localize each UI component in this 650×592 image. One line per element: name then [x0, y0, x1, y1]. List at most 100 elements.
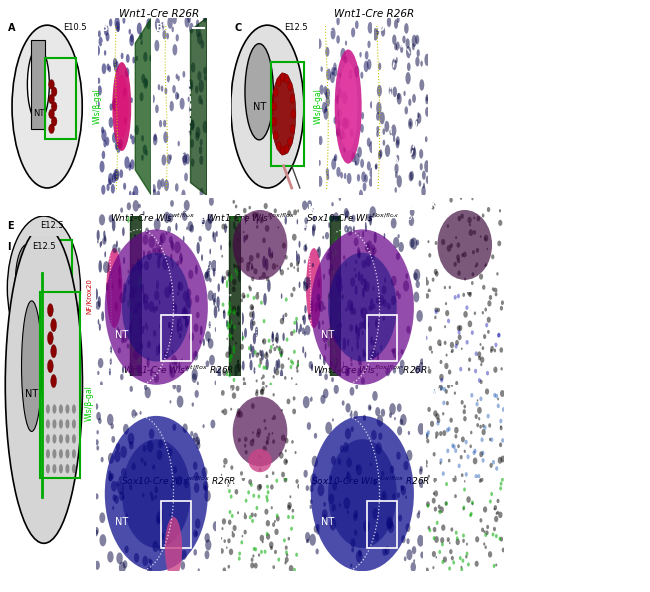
Ellipse shape [306, 248, 322, 328]
Circle shape [236, 411, 240, 417]
Circle shape [250, 344, 252, 352]
Circle shape [454, 494, 457, 498]
Circle shape [170, 101, 174, 111]
Circle shape [340, 230, 341, 236]
Circle shape [200, 326, 203, 336]
Text: C: C [235, 23, 242, 33]
Circle shape [497, 333, 500, 337]
Circle shape [334, 154, 337, 162]
Circle shape [444, 325, 446, 328]
Circle shape [365, 226, 367, 232]
Circle shape [322, 509, 328, 520]
Circle shape [49, 79, 55, 89]
Circle shape [462, 539, 465, 543]
Circle shape [98, 418, 101, 424]
Circle shape [281, 472, 285, 478]
Circle shape [278, 346, 281, 350]
Circle shape [384, 233, 385, 239]
Circle shape [255, 379, 257, 382]
Circle shape [351, 27, 355, 37]
Circle shape [291, 377, 292, 379]
Circle shape [369, 168, 374, 178]
Circle shape [176, 384, 181, 392]
Circle shape [153, 134, 157, 146]
Circle shape [192, 369, 198, 380]
Circle shape [280, 269, 284, 275]
Circle shape [243, 231, 244, 233]
Circle shape [497, 333, 500, 337]
Circle shape [168, 322, 172, 328]
Circle shape [484, 265, 486, 267]
Circle shape [230, 334, 232, 340]
Circle shape [498, 511, 502, 518]
Circle shape [403, 281, 409, 291]
Circle shape [500, 390, 504, 397]
Circle shape [455, 340, 459, 346]
Circle shape [320, 66, 323, 72]
Circle shape [112, 98, 117, 108]
Circle shape [462, 533, 465, 538]
Circle shape [272, 393, 275, 397]
Circle shape [166, 33, 169, 40]
Circle shape [96, 430, 99, 435]
Circle shape [463, 252, 467, 258]
Circle shape [109, 474, 113, 481]
Text: NF/Krox20: NF/Krox20 [86, 278, 93, 314]
Circle shape [196, 531, 198, 536]
Circle shape [233, 221, 235, 230]
Circle shape [376, 126, 379, 132]
Circle shape [372, 286, 374, 291]
Circle shape [361, 377, 365, 385]
Circle shape [340, 445, 344, 453]
Circle shape [166, 537, 170, 545]
Text: NT: NT [115, 330, 129, 340]
Circle shape [272, 263, 276, 270]
Circle shape [396, 16, 400, 23]
Circle shape [499, 348, 503, 353]
Text: L': L' [224, 388, 233, 397]
Circle shape [171, 370, 173, 375]
Circle shape [125, 67, 129, 78]
Circle shape [136, 260, 143, 271]
Circle shape [439, 458, 443, 463]
Circle shape [338, 118, 342, 127]
Circle shape [259, 350, 261, 356]
Circle shape [425, 434, 428, 439]
Circle shape [440, 386, 443, 391]
Text: E12.5: E12.5 [40, 221, 64, 230]
Circle shape [251, 263, 253, 269]
Circle shape [131, 287, 135, 298]
Circle shape [287, 537, 290, 540]
Circle shape [170, 155, 172, 160]
Circle shape [415, 365, 420, 374]
Circle shape [358, 250, 361, 259]
Circle shape [333, 348, 335, 355]
Circle shape [325, 92, 328, 98]
Circle shape [282, 333, 285, 341]
Ellipse shape [233, 210, 287, 280]
Circle shape [158, 84, 161, 90]
Circle shape [194, 390, 199, 398]
Circle shape [204, 272, 209, 279]
Circle shape [60, 312, 64, 318]
Circle shape [177, 281, 181, 291]
Circle shape [490, 346, 494, 351]
Circle shape [98, 296, 101, 307]
Circle shape [441, 239, 445, 245]
Circle shape [436, 413, 439, 420]
Circle shape [290, 95, 295, 104]
Circle shape [172, 301, 176, 310]
Circle shape [161, 533, 164, 540]
Circle shape [268, 247, 271, 257]
Circle shape [60, 331, 64, 337]
Circle shape [332, 504, 336, 511]
Circle shape [342, 92, 348, 104]
Circle shape [386, 516, 393, 529]
Circle shape [356, 464, 362, 475]
Circle shape [216, 296, 220, 308]
Circle shape [323, 355, 326, 365]
Circle shape [243, 208, 246, 213]
Circle shape [492, 460, 495, 465]
Circle shape [145, 150, 148, 156]
Circle shape [471, 393, 473, 398]
